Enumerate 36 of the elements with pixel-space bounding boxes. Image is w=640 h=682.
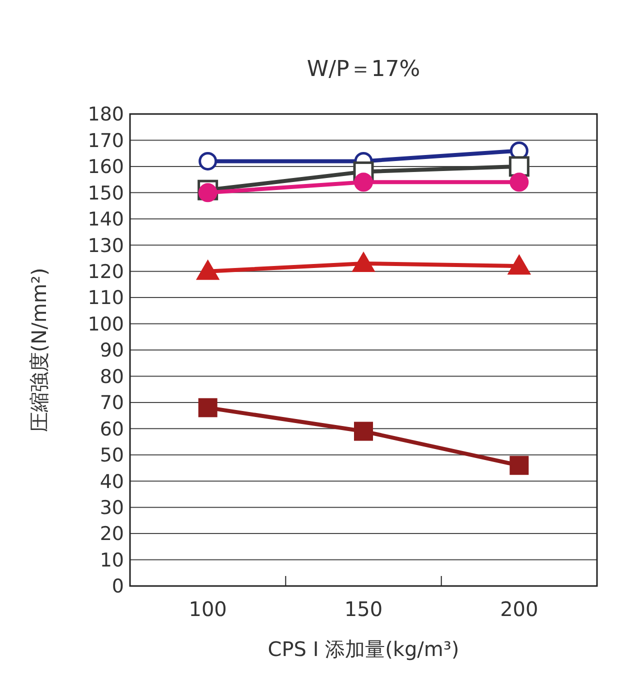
y-tick-label: 0: [112, 576, 124, 598]
y-tick-label: 20: [100, 523, 124, 546]
point: [196, 260, 220, 280]
y-tick-label: 150: [88, 182, 124, 204]
x-axis-title: CPS Ⅰ 添加量(kg/m³): [268, 637, 460, 661]
y-tick-label: 90: [100, 340, 124, 362]
point: [198, 152, 218, 170]
y-tick-label: 140: [88, 208, 124, 231]
x-tick-label: 100: [188, 597, 227, 621]
point: [198, 398, 218, 418]
y-tick-label: 60: [100, 418, 124, 440]
chart-title: W/P＝17%: [306, 57, 420, 82]
y-tick-label: 170: [88, 130, 124, 152]
point: [508, 254, 531, 275]
point: [352, 252, 375, 272]
y-tick-label: 30: [100, 496, 124, 519]
y-tick-label: 120: [88, 260, 124, 283]
point: [510, 456, 529, 475]
y-tick-label: 50: [100, 444, 124, 467]
y-tick-label: 80: [100, 366, 124, 388]
y-tick-label: 160: [88, 156, 124, 178]
point: [508, 156, 530, 177]
y-tick-label: 180: [88, 104, 124, 126]
y-tick-label: 10: [100, 549, 124, 572]
point: [354, 172, 373, 192]
y-tick-label: 40: [100, 470, 124, 493]
y-tick-label: 130: [88, 234, 124, 257]
x-tick-label: 200: [500, 597, 538, 621]
y-tick-label: 100: [88, 313, 124, 336]
y-tick-label: 110: [88, 287, 124, 310]
y-axis-title: 圧縮強度(N/mm²): [27, 268, 51, 432]
point: [198, 183, 218, 202]
y-tick-label: 70: [100, 392, 124, 414]
point: [354, 422, 373, 441]
point: [510, 172, 529, 192]
x-tick-label: 150: [344, 597, 383, 621]
